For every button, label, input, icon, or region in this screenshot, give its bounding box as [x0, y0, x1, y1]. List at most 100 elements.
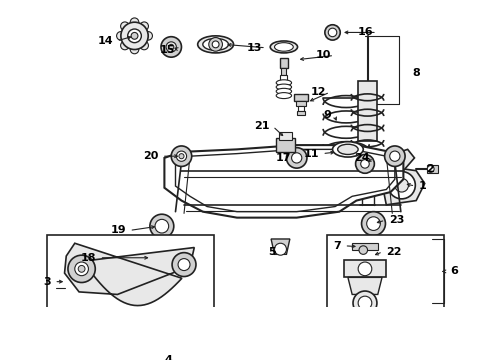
- Bar: [279, 58, 287, 68]
- Text: 18: 18: [81, 253, 96, 263]
- Bar: [278, 132, 292, 140]
- Circle shape: [168, 44, 173, 50]
- Text: 22: 22: [386, 247, 401, 257]
- Circle shape: [171, 146, 191, 166]
- Circle shape: [274, 243, 286, 255]
- Ellipse shape: [203, 39, 228, 50]
- Bar: [281, 68, 286, 75]
- Bar: [297, 106, 304, 111]
- Circle shape: [361, 212, 385, 235]
- Circle shape: [352, 291, 376, 315]
- Bar: [361, 314, 367, 331]
- Circle shape: [359, 244, 383, 268]
- Ellipse shape: [270, 41, 297, 53]
- Circle shape: [150, 214, 173, 238]
- Bar: [153, 237, 170, 246]
- Bar: [364, 235, 381, 243]
- Ellipse shape: [274, 43, 293, 51]
- Text: 5: 5: [267, 247, 275, 257]
- Bar: [154, 278, 163, 284]
- Circle shape: [130, 18, 139, 26]
- Polygon shape: [381, 166, 424, 205]
- Circle shape: [78, 265, 85, 272]
- Circle shape: [357, 262, 371, 276]
- Bar: [157, 246, 166, 253]
- Ellipse shape: [276, 84, 291, 90]
- Circle shape: [358, 246, 367, 255]
- Circle shape: [131, 32, 138, 39]
- Bar: [427, 165, 437, 173]
- Circle shape: [324, 25, 340, 40]
- Bar: [343, 260, 386, 278]
- Circle shape: [140, 22, 148, 31]
- Polygon shape: [164, 145, 403, 218]
- Text: 1: 1: [418, 181, 426, 191]
- Circle shape: [151, 251, 165, 265]
- Bar: [357, 81, 376, 141]
- Text: 8: 8: [411, 68, 419, 77]
- Polygon shape: [175, 149, 394, 212]
- Polygon shape: [386, 149, 414, 171]
- Bar: [326, 235, 444, 360]
- Text: 3: 3: [43, 276, 51, 287]
- Bar: [296, 111, 305, 115]
- Circle shape: [155, 219, 168, 233]
- Circle shape: [286, 148, 306, 168]
- Circle shape: [127, 29, 141, 43]
- Text: 10: 10: [315, 50, 330, 60]
- Bar: [293, 94, 307, 101]
- Bar: [150, 269, 166, 278]
- Text: 17: 17: [276, 153, 291, 163]
- Text: 24: 24: [354, 153, 369, 163]
- Text: 21: 21: [253, 121, 269, 131]
- Bar: [363, 267, 380, 276]
- Circle shape: [360, 159, 368, 168]
- Ellipse shape: [276, 93, 291, 99]
- Text: 12: 12: [310, 87, 326, 97]
- Bar: [295, 101, 305, 106]
- Circle shape: [140, 41, 148, 50]
- Circle shape: [161, 37, 181, 57]
- Circle shape: [161, 351, 167, 357]
- Ellipse shape: [276, 80, 291, 86]
- Circle shape: [179, 154, 183, 159]
- Circle shape: [68, 255, 95, 283]
- Circle shape: [384, 146, 404, 166]
- Polygon shape: [270, 239, 289, 255]
- Circle shape: [166, 42, 176, 52]
- Circle shape: [362, 332, 367, 337]
- Bar: [47, 235, 213, 360]
- Circle shape: [212, 41, 219, 48]
- Circle shape: [121, 41, 129, 50]
- Text: 2: 2: [426, 164, 433, 174]
- Text: 7: 7: [333, 241, 340, 251]
- Circle shape: [427, 166, 433, 172]
- Text: 23: 23: [388, 215, 404, 225]
- Circle shape: [176, 151, 186, 161]
- Text: 13: 13: [246, 43, 262, 53]
- Circle shape: [359, 329, 369, 340]
- Text: 4: 4: [164, 355, 172, 360]
- Circle shape: [389, 151, 399, 161]
- Circle shape: [75, 262, 88, 276]
- Text: 16: 16: [357, 27, 373, 37]
- Text: 9: 9: [322, 110, 330, 120]
- Bar: [280, 75, 287, 80]
- Bar: [351, 243, 377, 250]
- Circle shape: [366, 217, 380, 230]
- Circle shape: [327, 28, 336, 37]
- Text: 11: 11: [303, 149, 318, 159]
- Circle shape: [208, 37, 222, 51]
- Text: 19: 19: [110, 225, 126, 235]
- Text: 6: 6: [449, 266, 457, 276]
- Circle shape: [178, 258, 190, 271]
- Circle shape: [355, 154, 374, 173]
- Bar: [361, 166, 373, 196]
- Circle shape: [357, 296, 371, 310]
- Circle shape: [364, 249, 378, 263]
- Text: 14: 14: [98, 36, 113, 46]
- Circle shape: [394, 179, 407, 192]
- Circle shape: [143, 32, 152, 40]
- Ellipse shape: [332, 142, 363, 157]
- Circle shape: [172, 253, 196, 276]
